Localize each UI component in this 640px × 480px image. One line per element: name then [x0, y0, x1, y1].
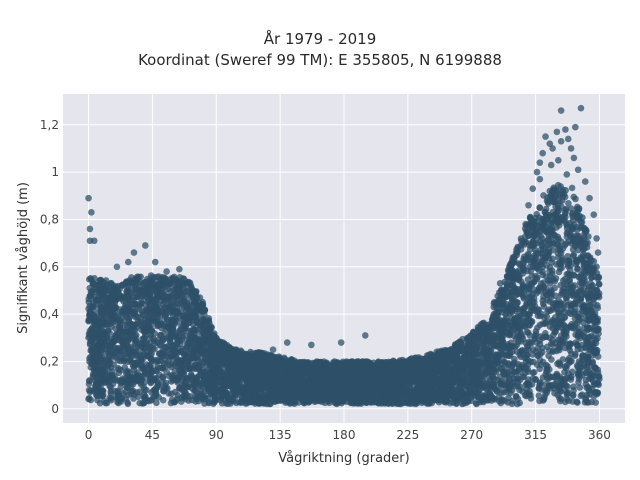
data-point: [519, 259, 527, 266]
data-point: [540, 300, 547, 308]
data-point: [97, 310, 105, 318]
data-point: [555, 310, 563, 318]
data-point: [567, 205, 575, 212]
data-point: [566, 341, 574, 348]
data-point: [556, 346, 563, 354]
chart-title-line-2: Koordinat (Sweref 99 TM): E 355805, N 61…: [138, 51, 502, 69]
data-point: [526, 332, 534, 339]
data-point: [595, 373, 603, 381]
data-point: [560, 328, 567, 335]
data-point: [563, 293, 570, 300]
data-point: [551, 284, 558, 292]
data-point: [572, 195, 579, 203]
data-point: [536, 204, 544, 212]
data-point: [535, 385, 543, 392]
data-point: [568, 184, 576, 192]
data-point: [168, 371, 175, 379]
point-cloud: [85, 181, 603, 408]
data-point: [544, 277, 552, 284]
data-point: [545, 352, 552, 360]
data-point: [565, 200, 572, 207]
data-point: [161, 384, 168, 392]
data-point: [595, 290, 603, 297]
data-point: [537, 379, 544, 386]
data-point: [574, 399, 581, 406]
data-point: [539, 271, 547, 279]
data-point: [553, 224, 560, 231]
chart-title-line-1: År 1979 - 2019: [263, 30, 377, 48]
data-point: [570, 271, 577, 279]
